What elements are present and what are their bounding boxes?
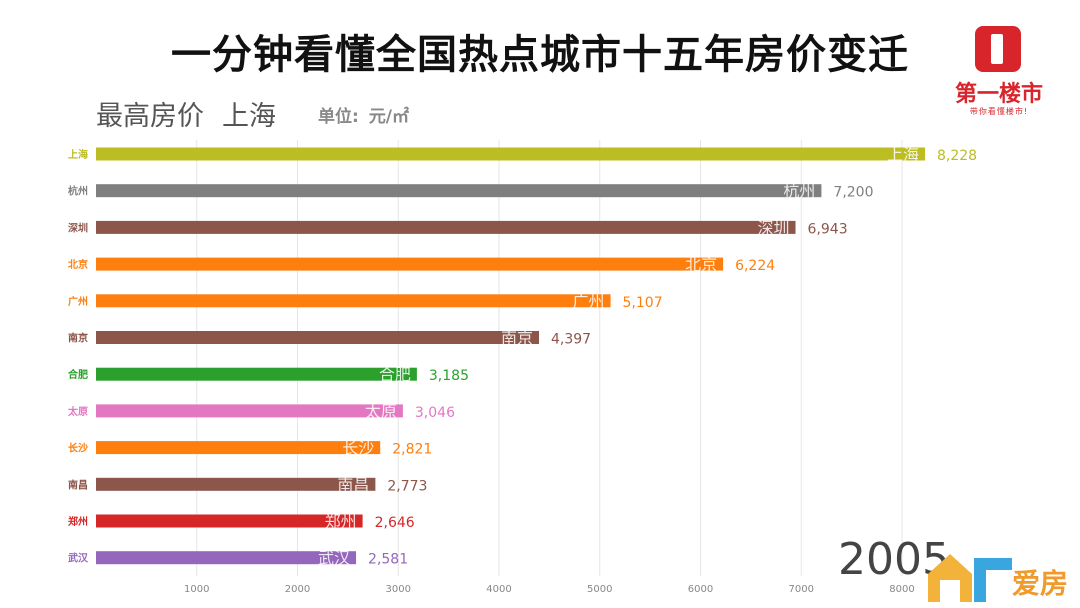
y-category-label: 北京 [68, 258, 88, 271]
subtitle-metric: 最高房价 [96, 101, 204, 132]
y-category-label: 武汉 [68, 552, 89, 565]
bar-inner-label: 北京 [685, 255, 717, 274]
bar [96, 147, 925, 161]
bar-value-label: 8,228 [937, 148, 977, 164]
y-category-label: 长沙 [68, 442, 88, 455]
bar-inner-label: 深圳 [758, 218, 790, 237]
subtitle-city: 上海 [222, 101, 276, 132]
bar-inner-label: 南昌 [337, 475, 369, 494]
bar-value-label: 3,046 [415, 405, 455, 421]
bar-inner-label: 杭州 [783, 182, 815, 201]
bar [96, 514, 363, 528]
bar-inner-label: 上海 [887, 145, 919, 164]
bar [96, 220, 796, 234]
y-category-label: 合肥 [67, 368, 88, 381]
y-category-label: 广州 [68, 295, 88, 308]
bar-value-label: 7,200 [833, 185, 873, 201]
bar-inner-label: 南京 [501, 329, 533, 348]
unit-value: 元/㎡ [368, 107, 410, 127]
chart-subtitle: 最高房价 上海 [96, 94, 276, 133]
logo-name: 第一楼市 [954, 81, 1043, 107]
bar-value-label: 6,224 [735, 258, 775, 274]
y-category-label: 郑州 [68, 515, 88, 528]
y-category-label: 南昌 [68, 478, 88, 491]
x-tick-label: 3000 [386, 584, 411, 595]
bar [96, 184, 822, 198]
bar-value-label: 5,107 [623, 295, 663, 311]
unit-label-text: 单位: [318, 107, 359, 127]
bar-value-label: 2,581 [368, 552, 408, 568]
y-category-label: 上海 [68, 148, 88, 161]
bar-value-label: 2,773 [387, 478, 427, 494]
watermark-text: 爱房 [1012, 567, 1069, 600]
bar [96, 404, 403, 418]
x-tick-label: 5000 [587, 584, 612, 595]
bar [96, 441, 381, 455]
bar-inner-label: 长沙 [342, 439, 374, 458]
bar [96, 257, 724, 271]
y-category-label: 深圳 [68, 221, 88, 234]
x-tick-label: 2000 [285, 584, 310, 595]
bar [96, 551, 357, 565]
bar-inner-label: 太原 [365, 402, 397, 421]
logo-slogan: 带你看懂楼市! [969, 107, 1029, 116]
bar [96, 477, 376, 491]
y-category-label: 南京 [68, 332, 88, 345]
bar-inner-label: 武汉 [318, 549, 350, 568]
x-tick-label: 4000 [486, 584, 511, 595]
bar-value-label: 3,185 [429, 368, 469, 384]
logo-mark-icon [975, 26, 1021, 72]
bar [96, 367, 417, 381]
bar [96, 331, 540, 344]
brand-logo: 第一楼市 带你看懂楼市! [944, 22, 1054, 122]
x-tick-label: 7000 [789, 584, 814, 595]
house-logo-icon [928, 554, 1014, 602]
y-category-label: 杭州 [68, 185, 88, 198]
bar [96, 294, 611, 308]
bar-value-label: 2,646 [375, 515, 415, 531]
bar-value-label: 2,821 [392, 442, 432, 458]
unit-label: 单位: 元/㎡ [318, 102, 409, 127]
bar-inner-label: 合肥 [379, 365, 411, 384]
bar-value-label: 6,943 [808, 221, 848, 237]
bar-value-label: 4,397 [551, 332, 591, 348]
x-tick-label: 8000 [889, 584, 914, 595]
bar-inner-label: 广州 [573, 292, 605, 311]
x-tick-label: 1000 [184, 584, 209, 595]
y-category-label: 太原 [67, 405, 88, 418]
chart-title: 一分钟看懂全国热点城市十五年房价变迁 [171, 32, 909, 78]
watermark: 爱房 [922, 540, 1072, 604]
bar-inner-label: 郑州 [325, 512, 357, 531]
x-tick-label: 6000 [688, 584, 713, 595]
